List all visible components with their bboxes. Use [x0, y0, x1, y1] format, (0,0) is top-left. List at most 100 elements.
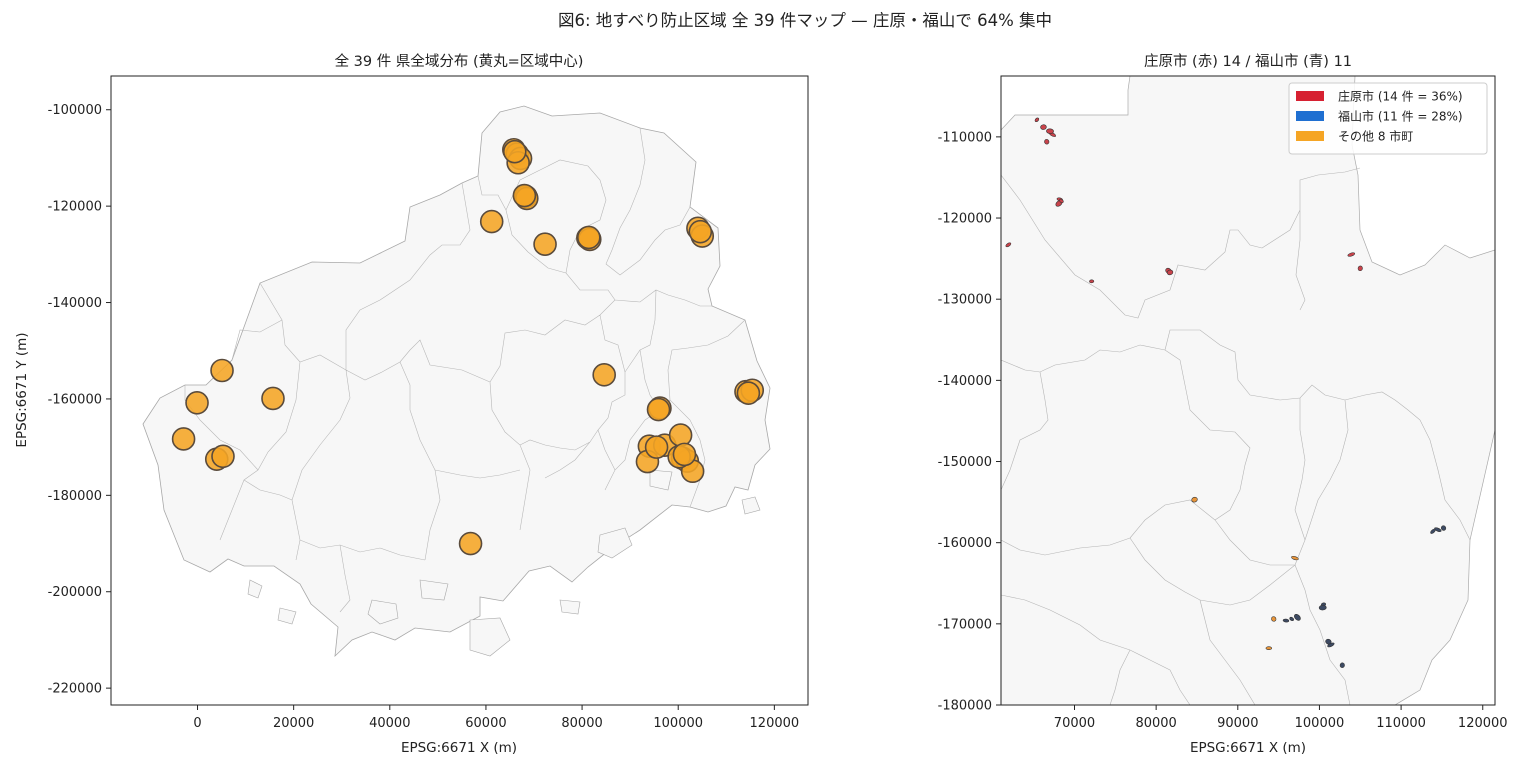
- legend-label: 福山市 (11 件 = 28%): [1338, 109, 1463, 124]
- area-center-point: [261, 386, 285, 411]
- y-axis-label-all: EPSG:6671 Y (m): [14, 332, 30, 447]
- legend-items: 庄原市 (14 件 = 36%) 福山市 (11 件 = 28%) その他 8 市町: [1296, 89, 1463, 144]
- y-tick-label: -140000: [938, 374, 992, 389]
- municipal-boundaries: [184, 127, 746, 613]
- y-tick-label: -110000: [938, 130, 992, 145]
- x-tick-label: 20000: [273, 716, 314, 731]
- landslide-area-fukuyama: [1434, 527, 1442, 532]
- x-tick-label: 110000: [1376, 716, 1426, 731]
- prefecture-outline: [142, 105, 771, 658]
- area-center-point: [458, 531, 483, 556]
- landslide-area-shobara: [1166, 269, 1174, 276]
- landslide-area-shobara: [1034, 117, 1040, 123]
- x-tick-label: 120000: [750, 716, 800, 731]
- y-tick-label: -130000: [938, 293, 992, 308]
- y-ticks-all: -100000 -120000 -140000 -160000 -180000 -2000…: [48, 103, 111, 697]
- panel-zoom: 庄原市 (赤) 14 / 福山市 (青) 11 70000 80000 90000 1…: [938, 52, 1508, 756]
- panel-all-title: 全 39 件 県全域分布 (黄丸=区域中心): [335, 52, 584, 70]
- landslide-area-other: [1265, 646, 1273, 650]
- landslide-area-fukuyama: [1318, 604, 1327, 611]
- landslide-area-fukuyama: [1441, 525, 1447, 531]
- area-center-point: [668, 423, 693, 447]
- area-center-point: [210, 358, 234, 383]
- area-center-point: [592, 363, 616, 387]
- landslide-area-shobara: [1046, 128, 1054, 134]
- landslide-area-fukuyama: [1294, 614, 1301, 621]
- x-tick-label: 90000: [1217, 716, 1258, 731]
- landslide-area-fukuyama: [1282, 618, 1290, 623]
- area-center-point: [533, 232, 557, 257]
- landslide-area-shobara: [1357, 265, 1363, 272]
- x-tick-label: 0: [193, 716, 201, 731]
- landslide-area-shobara: [1005, 242, 1012, 248]
- landslide-area-shobara: [1347, 252, 1356, 257]
- area-center-points: [171, 137, 765, 556]
- zoom-municipal-boundaries: [1001, 167, 1471, 705]
- y-tick-label: -150000: [938, 455, 992, 470]
- y-tick-label: -160000: [48, 392, 102, 407]
- landslide-area-shobara: [1089, 279, 1095, 284]
- legend-swatch: [1296, 111, 1324, 121]
- y-tick-label: -180000: [48, 489, 102, 504]
- legend-label: 庄原市 (14 件 = 36%): [1338, 89, 1463, 104]
- x-ticks-zoom: 70000 80000 90000 100000 110000 120000: [1054, 705, 1508, 731]
- x-tick-label: 100000: [653, 716, 703, 731]
- y-tick-label: -120000: [48, 200, 102, 215]
- x-tick-label: 40000: [369, 716, 410, 731]
- area-center-point: [211, 444, 235, 469]
- y-tick-label: -100000: [48, 103, 102, 118]
- prefecture-map-all: [142, 105, 771, 658]
- area-center-point: [646, 397, 671, 422]
- landslide-area-shobara: [1040, 124, 1047, 130]
- area-center-point: [512, 183, 537, 208]
- area-center-point: [502, 139, 527, 164]
- landslide-area-shobara: [1059, 198, 1064, 204]
- x-tick-label: 100000: [1295, 716, 1345, 731]
- x-tick-label: 120000: [1458, 716, 1508, 731]
- x-tick-label: 60000: [465, 716, 506, 731]
- landslide-area-shobara: [1044, 139, 1050, 145]
- y-tick-label: -180000: [938, 699, 992, 714]
- area-center-point: [644, 435, 669, 459]
- landslide-area-fukuyama: [1327, 642, 1335, 648]
- y-tick-label: -120000: [938, 212, 992, 227]
- x-tick-label: 80000: [1135, 716, 1176, 731]
- legend-swatch: [1296, 131, 1324, 141]
- landslide-area-other: [1191, 496, 1198, 503]
- zoom-outside-prefecture: [1001, 76, 1495, 705]
- x-axis-label-all: EPSG:6671 X (m): [401, 740, 517, 756]
- panel-zoom-title: 庄原市 (赤) 14 / 福山市 (青) 11: [1144, 52, 1352, 70]
- y-tick-label: -220000: [48, 682, 102, 697]
- area-center-point: [185, 390, 209, 415]
- y-ticks-zoom: -110000 -120000 -130000 -140000 -150000 -1600…: [938, 130, 1001, 714]
- landslide-areas: [1005, 117, 1447, 668]
- area-center-point: [736, 381, 761, 405]
- island-shapes: [247, 469, 761, 657]
- area-center-point: [672, 442, 697, 467]
- y-tick-label: -160000: [938, 536, 992, 551]
- area-center-point: [688, 219, 713, 244]
- y-tick-label: -200000: [48, 585, 102, 600]
- landslide-area-other: [1291, 556, 1299, 561]
- legend-box: [1288, 82, 1488, 155]
- x-ticks-all: 0 20000 40000 60000 80000 100000 120000: [193, 705, 799, 731]
- area-center-point: [577, 225, 601, 250]
- plot-frame-zoom: [1000, 75, 1496, 706]
- area-center-point: [171, 427, 196, 451]
- area-center-point: [479, 209, 504, 234]
- landslide-area-fukuyama: [1430, 528, 1436, 534]
- x-tick-label: 80000: [561, 716, 602, 731]
- landslide-area-fukuyama: [1289, 616, 1295, 622]
- x-tick-label: 70000: [1054, 716, 1095, 731]
- legend-label: その他 8 市町: [1338, 129, 1413, 144]
- legend-swatch: [1296, 91, 1324, 101]
- landslide-area-fukuyama: [1339, 662, 1345, 668]
- y-tick-label: -170000: [938, 617, 992, 632]
- y-tick-label: -140000: [48, 296, 102, 311]
- panel-all-areas: 全 39 件 県全域分布 (黄丸=区域中心) 0 20000 40000 60000 8…: [14, 52, 809, 756]
- plot-frame-all: [110, 75, 809, 706]
- figure-suptitle: 図6: 地すべり防止区域 全 39 件マップ — 庄原・福山で 64% 集中: [558, 11, 1052, 30]
- legend: 庄原市 (14 件 = 36%) 福山市 (11 件 = 28%) その他 8 市町: [1288, 82, 1488, 155]
